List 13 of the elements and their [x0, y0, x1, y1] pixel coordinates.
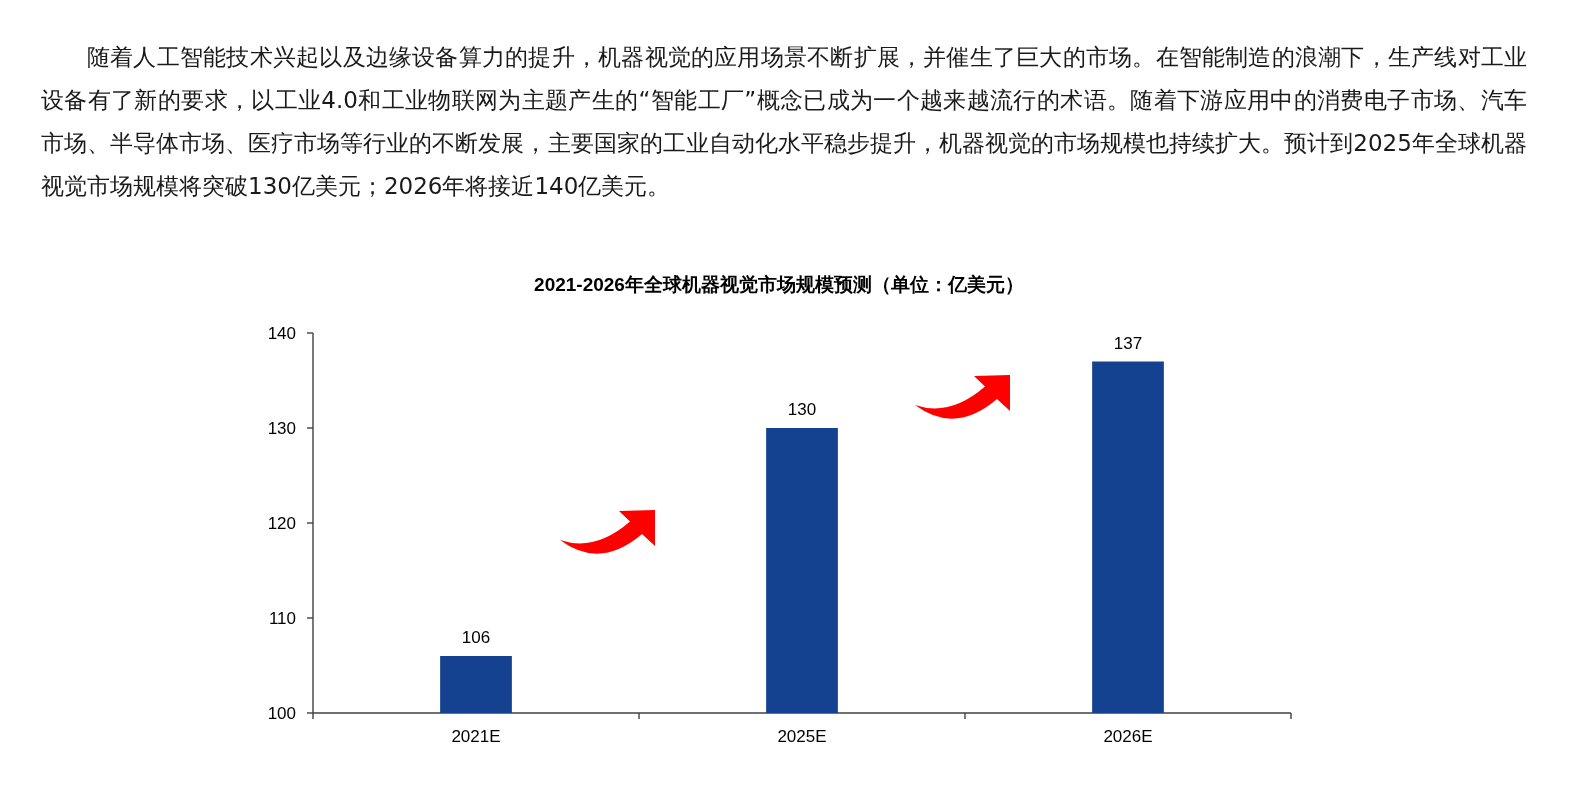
text: 随着人工智能技术兴起以及边缘设备算力的提升，机器视觉的应用场景不断扩展，并催生了巨大的市场。在智能制造的浪潮下，生产线对工业设备有了新的要求，以工业4.0和工业物联网为主题产生的“智能工厂”概念已成为一个越来越流行的术语。随着下游应用中的消费电子市场、汽车市场、半导体市场、医疗市场等行业的不断发展，主要国家的工业自动化水平稳步提升，机器视觉的市场规模也持续扩大。预计到2025年全球机器视觉市场规模将突破130亿美元；2026年将接近140亿美元。 — [41, 43, 1527, 201]
y-tick-label: 110 — [268, 609, 296, 628]
x-tick-label: 2021E — [451, 727, 501, 746]
chart-title: 2021-2026年全球机器视觉市场规模预测（单位：亿美元） — [534, 274, 1024, 295]
y-tick-label: 140 — [267, 324, 296, 343]
y-tick-label: 120 — [267, 514, 296, 533]
data-label: 130 — [787, 400, 817, 419]
y-tick-label: 100 — [267, 704, 296, 723]
data-label: 137 — [1113, 333, 1143, 353]
data-label: 106 — [461, 628, 491, 647]
y-tick-label: 130 — [267, 419, 296, 438]
x-tick-label: 2025E — [777, 727, 827, 746]
x-tick-label: 2026E — [1103, 727, 1153, 746]
